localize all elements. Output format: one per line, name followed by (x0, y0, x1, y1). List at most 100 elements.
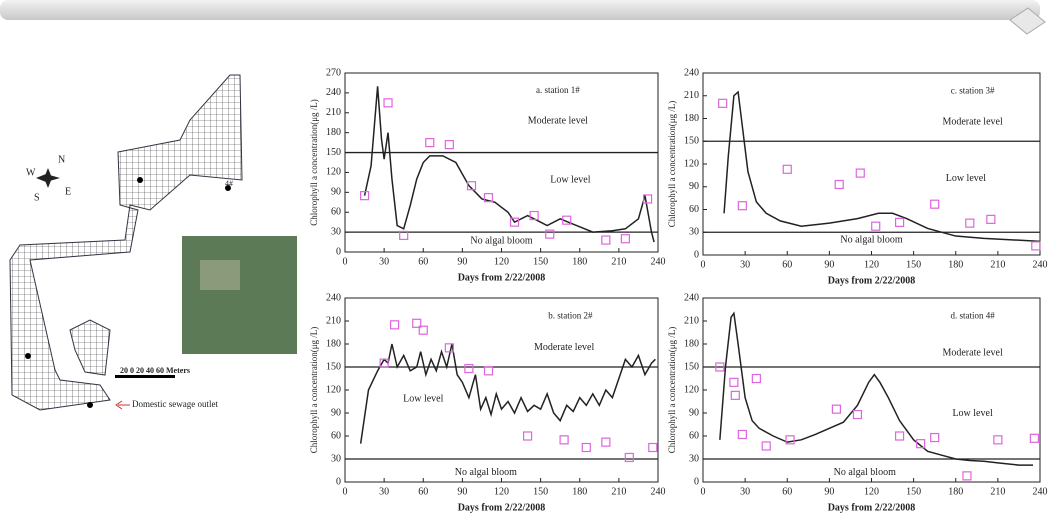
x-tick-label: 150 (906, 259, 921, 270)
y-tick-label: 210 (684, 90, 699, 101)
observed-point (444, 343, 454, 353)
observed-point (529, 210, 539, 221)
x-tick-label: 240 (651, 256, 666, 267)
y-axis-label: Chlorophyll a concentration(μg /L) (667, 327, 677, 454)
x-tick-label: 240 (651, 486, 666, 497)
y-tick-label: 150 (684, 361, 699, 372)
y-tick-label: 120 (684, 384, 699, 395)
y-tick-label: 150 (684, 136, 699, 147)
station-dot (137, 177, 143, 183)
y-tick-label: 180 (684, 113, 699, 124)
y-tick-label: 210 (326, 107, 341, 118)
compass-e: E (65, 186, 71, 197)
level-label: No algal bloom (455, 467, 517, 478)
y-tick-label: 270 (326, 67, 341, 78)
x-tick-label: 30 (379, 256, 389, 267)
scale-label: 20 0 20 40 60 Meters (120, 366, 190, 375)
observed-point (466, 181, 477, 191)
x-tick-label: 120 (494, 256, 509, 267)
x-tick-label: 240 (1033, 259, 1048, 270)
plot-frame (702, 297, 1041, 483)
x-axis-label: Days from 2/22/2008 (458, 502, 546, 513)
observed-point (930, 432, 940, 443)
x-tick-label: 60 (782, 259, 792, 270)
observed-point (601, 235, 611, 245)
observed-point (359, 191, 370, 201)
y-axis-label: Chlorophyll a concentration(μg /L) (667, 101, 677, 228)
y-tick-label: 120 (326, 167, 341, 178)
y-axis-label: Chlorophyll a concentration(μg /L) (309, 99, 319, 226)
observed-point (729, 377, 739, 387)
x-tick-label: 30 (379, 486, 389, 497)
observed-point (383, 98, 393, 108)
x-tick-label: 210 (990, 486, 1005, 497)
level-label: Moderate level (528, 116, 588, 127)
compass-s: S (34, 192, 40, 203)
x-tick-label: 30 (740, 259, 750, 270)
observed-point (855, 168, 865, 178)
observed-point (418, 325, 428, 335)
model-line (723, 90, 1041, 243)
observed-point (642, 194, 653, 204)
x-tick-label: 240 (1033, 486, 1048, 497)
level-label: No algal bloom (470, 236, 532, 247)
x-tick-label: 0 (701, 259, 706, 270)
x-tick-label: 60 (782, 486, 792, 497)
x-tick-label: 0 (701, 486, 706, 497)
observed-point (601, 437, 611, 447)
chart-title: a. station 1# (536, 85, 580, 95)
header-bar (0, 0, 1040, 20)
observed-point (509, 217, 520, 227)
level-label: Moderate level (942, 116, 1002, 127)
x-tick-label: 180 (948, 486, 963, 497)
header-icon (1009, 7, 1046, 35)
observed-point (894, 217, 905, 227)
level-label: No algal bloom (840, 235, 902, 246)
observed-point (831, 404, 841, 414)
y-tick-label: 210 (684, 315, 699, 326)
x-axis-label: Days from 2/22/2008 (828, 502, 916, 513)
level-label: Moderate level (534, 342, 594, 353)
y-tick-label: 120 (326, 384, 341, 395)
observed-point (581, 442, 591, 453)
y-tick-label: 60 (331, 430, 341, 441)
observed-point (930, 199, 940, 209)
y-tick-label: 90 (689, 407, 699, 418)
observed-point (648, 442, 658, 453)
y-tick-label: 210 (326, 315, 341, 326)
x-tick-label: 30 (740, 486, 750, 497)
x-tick-label: 150 (533, 486, 548, 497)
observed-point (464, 363, 474, 374)
observed-point (444, 140, 454, 150)
y-tick-label: 240 (326, 292, 341, 303)
x-tick-label: 0 (343, 256, 348, 267)
observed-point (483, 193, 494, 203)
observed-point (737, 201, 747, 211)
outlet-label: Domestic sewage outlet (132, 399, 218, 409)
plot-frame (344, 297, 659, 483)
satellite-patch (200, 260, 240, 290)
compass (36, 168, 60, 188)
observed-point (545, 229, 555, 239)
observed-point (412, 318, 422, 328)
level-label: Moderate level (942, 347, 1002, 358)
x-tick-label: 60 (418, 486, 428, 497)
x-tick-label: 210 (990, 259, 1005, 270)
x-tick-label: 0 (343, 486, 348, 497)
observed-point (761, 441, 771, 451)
x-axis-label: Days from 2/22/2008 (828, 275, 916, 286)
station-dot (225, 185, 231, 191)
level-label: Low level (403, 393, 443, 404)
y-tick-label: 150 (326, 361, 341, 372)
y-tick-label: 240 (684, 67, 699, 78)
y-tick-label: 120 (684, 158, 699, 169)
y-tick-label: 90 (331, 407, 341, 418)
x-tick-label: 180 (572, 486, 587, 497)
level-label: Low level (550, 175, 590, 186)
y-tick-label: 180 (684, 338, 699, 349)
x-tick-label: 150 (906, 486, 921, 497)
station-dot (25, 353, 31, 359)
observed-point (730, 390, 740, 400)
